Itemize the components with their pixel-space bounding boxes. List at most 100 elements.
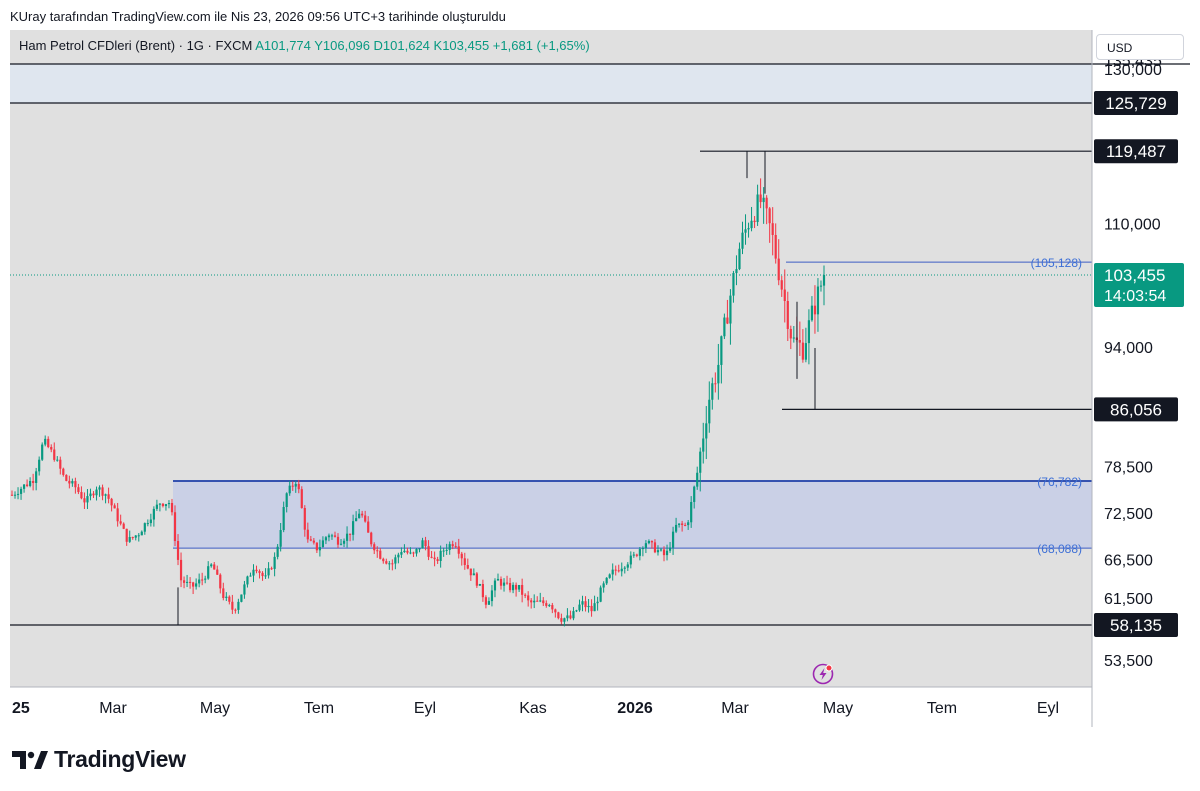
- candle: [511, 582, 515, 594]
- candle: [460, 551, 463, 566]
- candle-body: [687, 522, 690, 526]
- candle: [593, 595, 596, 612]
- candle: [584, 596, 587, 612]
- candle-body: [240, 594, 243, 602]
- candle: [599, 585, 602, 603]
- candle-body: [373, 544, 376, 551]
- zone-bottom-label: (68,088): [1037, 542, 1082, 556]
- candle: [608, 573, 611, 579]
- candle: [134, 535, 137, 541]
- candle-body: [152, 508, 155, 520]
- candle-body: [765, 197, 768, 209]
- candle: [644, 540, 648, 554]
- candle: [798, 321, 801, 356]
- candle-body: [656, 550, 660, 553]
- candle: [505, 575, 509, 585]
- candle-body: [324, 537, 328, 541]
- y-tick-label: 72,500: [1104, 506, 1153, 523]
- candle: [415, 548, 418, 557]
- candle-body: [487, 601, 491, 605]
- candle-body: [182, 580, 186, 583]
- candle-body: [261, 572, 264, 577]
- candle-body: [548, 605, 551, 607]
- zone-top-label: (76,782): [1037, 475, 1082, 489]
- candle-body: [98, 487, 101, 490]
- candle-body: [273, 556, 276, 569]
- candle: [204, 575, 207, 584]
- candle: [545, 600, 548, 608]
- candle-body: [475, 573, 478, 586]
- candle-body: [735, 269, 738, 274]
- candle: [756, 184, 759, 226]
- candle: [104, 493, 107, 504]
- candle-body: [306, 529, 309, 540]
- candle-body: [575, 610, 578, 612]
- candle: [662, 546, 666, 562]
- y-tick-label: 130,000: [1104, 62, 1162, 79]
- candle-body: [364, 515, 367, 522]
- candle-body: [32, 480, 35, 483]
- candle: [659, 548, 663, 552]
- tradingview-logo: TradingView: [12, 746, 186, 773]
- candle: [25, 479, 29, 488]
- candle-body: [454, 546, 457, 548]
- flash-alert-icon[interactable]: [812, 663, 834, 685]
- candle: [508, 577, 512, 593]
- candle-body: [626, 564, 629, 568]
- candle-body: [406, 550, 409, 553]
- candle: [442, 547, 445, 557]
- candle: [747, 222, 750, 238]
- resistance-label: (105,128): [1031, 256, 1082, 270]
- candle: [155, 499, 158, 511]
- candle: [188, 577, 192, 589]
- candle-body: [678, 523, 681, 525]
- candle: [143, 522, 146, 535]
- candle: [309, 535, 312, 542]
- candle-body: [421, 540, 424, 549]
- candle: [192, 581, 195, 595]
- candle: [146, 519, 149, 527]
- level-tag-bg: [1094, 613, 1178, 637]
- candle-body: [35, 471, 38, 483]
- candle-body: [330, 535, 334, 537]
- candle: [243, 580, 246, 599]
- candle: [699, 447, 702, 492]
- candle-body: [361, 513, 364, 516]
- candle-body: [584, 601, 587, 608]
- candle-body: [50, 447, 53, 450]
- currency-button[interactable]: USD: [1096, 34, 1184, 60]
- candle: [623, 566, 626, 574]
- candle: [382, 557, 385, 564]
- candle: [536, 596, 539, 602]
- candle-body: [527, 595, 530, 601]
- candle-body: [86, 496, 89, 503]
- candle-body: [367, 521, 370, 533]
- candle-body: [146, 523, 149, 525]
- candle: [101, 484, 104, 501]
- candle-body: [107, 494, 110, 499]
- candle-body: [647, 540, 651, 544]
- candle-body: [300, 489, 303, 509]
- candle-body: [502, 582, 506, 586]
- symbol-legend[interactable]: Ham Petrol CFDleri (Brent) · 1G · FXCM A…: [19, 38, 590, 53]
- candle-body: [539, 600, 542, 602]
- candle-body: [201, 579, 204, 581]
- candle-body: [327, 535, 331, 538]
- candle: [581, 595, 584, 612]
- candle-body: [554, 609, 557, 613]
- candle-body: [668, 547, 672, 551]
- x-tick-label: May: [200, 700, 230, 717]
- candle-body: [732, 273, 735, 296]
- candle-body: [333, 535, 337, 537]
- candle-body: [309, 539, 312, 541]
- candle-body: [158, 503, 162, 505]
- candle-body: [726, 317, 729, 324]
- time-axis[interactable]: [10, 687, 1092, 727]
- candle: [656, 545, 660, 556]
- candle: [502, 578, 506, 592]
- candle-body: [173, 512, 177, 542]
- candle-body: [551, 605, 554, 610]
- candle: [641, 546, 644, 557]
- candle-body: [44, 438, 47, 445]
- candle-body: [439, 550, 442, 561]
